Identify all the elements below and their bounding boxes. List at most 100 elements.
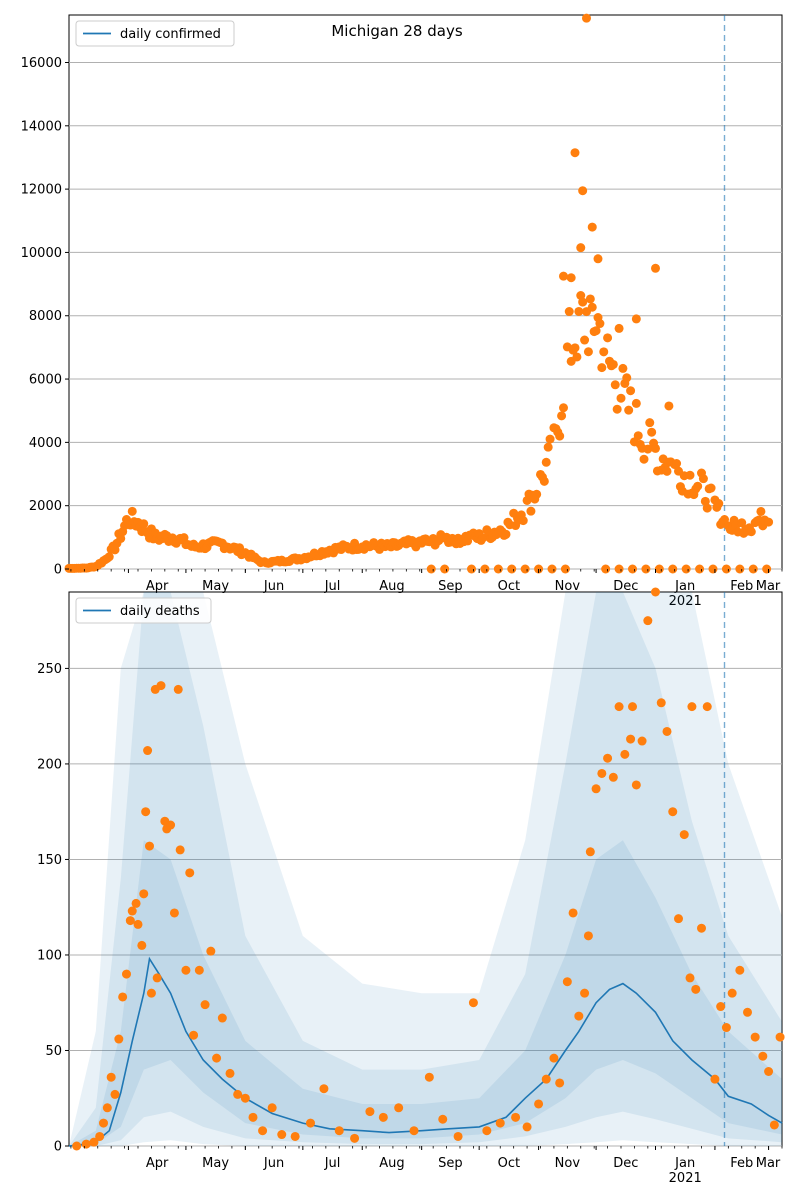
data-point [102,1103,112,1113]
data-layer [64,13,774,574]
data-point [440,564,450,574]
y-tick-label: 0 [54,1140,62,1155]
data-point [597,768,607,778]
legend-label: daily confirmed [120,27,221,42]
data-point [702,702,712,712]
data-point [526,506,536,516]
data-point [614,702,624,712]
data-point [409,1126,419,1136]
data-point [520,564,530,574]
data-point-outlier [583,931,593,941]
y-tick-label: 2000 [29,499,62,514]
data-point-outlier [566,273,576,283]
data-point [424,1072,434,1082]
data-point [597,363,607,373]
data-point-outlier [582,13,591,23]
y-tick-label: 200 [37,757,62,772]
data-point [750,1032,760,1042]
data-point [628,564,637,574]
data-point [258,1126,268,1136]
data-point [603,753,613,763]
data-point [131,898,141,908]
data-point [233,1089,243,1099]
data-point [656,698,666,708]
data-point [599,347,609,357]
data-point [127,506,137,516]
confidence-band-middle [69,592,782,1146]
x-tick-label: Dec [613,1156,638,1171]
x-tick-label: Nov [555,579,581,594]
data-point [685,973,695,983]
data-point [438,1114,448,1124]
data-point [156,681,166,691]
data-point [152,973,162,983]
legend: daily confirmed [75,20,235,47]
data-point [480,564,490,574]
data-point [601,564,611,574]
x-tick-label: Jul [324,1156,341,1171]
data-point-outlier [628,702,637,712]
grid [69,61,782,570]
x-tick-label: Oct [498,579,520,594]
data-point [125,916,135,926]
data-point [72,1141,82,1151]
data-point [137,940,147,950]
data-point [587,302,597,312]
x-tick-label: Sep [438,579,463,594]
data-point-outlier [578,186,588,196]
x-tick-label: Jun [263,579,284,594]
data-point [541,1074,551,1084]
y-tick-label: 50 [45,1044,62,1059]
x-tick-label: Mar [756,579,781,594]
y-tick-label: 16000 [21,56,62,71]
y-tick-label: 8000 [29,309,62,324]
data-point-outlier [593,254,603,264]
data-point [691,984,701,994]
data-point [702,503,712,513]
x-tick-label: Aug [379,579,404,594]
data-point [743,1007,752,1017]
data-point [127,906,137,916]
data-point [116,533,126,543]
data-point [721,1023,731,1033]
x-tick-label: Apr [146,579,169,594]
data-point [185,868,195,878]
data-point [290,1131,300,1141]
data-point [518,516,528,526]
data-point [122,969,131,979]
data-point-outlier [576,243,586,253]
data-point [633,431,643,441]
data-point-outlier [687,702,697,712]
data-point [758,1051,768,1061]
data-point [710,1074,720,1084]
data-point [133,919,143,929]
x-tick-label: Mar [756,1156,781,1171]
x-tick-label: Oct [498,1156,520,1171]
data-point [334,1126,344,1136]
data-point [764,517,774,527]
data-point [206,946,216,956]
data-point [175,845,185,855]
data-point [639,454,649,464]
data-point [350,1133,360,1143]
data-point [620,749,630,759]
data-point [608,772,618,782]
y-tick-label: 250 [37,662,62,677]
data-point [562,977,572,987]
y-axis: 0 2000 4000 6000 8000 10000 12000 14000 16000 [21,56,69,578]
data-point [179,533,189,543]
data-point [764,1066,774,1076]
data-point [674,914,683,924]
chart-title: Michigan 28 days [331,22,462,40]
data-point [693,481,703,491]
data-point [426,564,436,574]
data-point-outlier [651,263,660,273]
y-tick-label: 6000 [29,373,62,388]
data-point [495,1118,505,1128]
data-point [267,1103,277,1113]
x-tick-label: May [202,579,229,594]
data-point [641,564,651,574]
data-point [769,1120,779,1130]
median-line [68,956,783,1147]
